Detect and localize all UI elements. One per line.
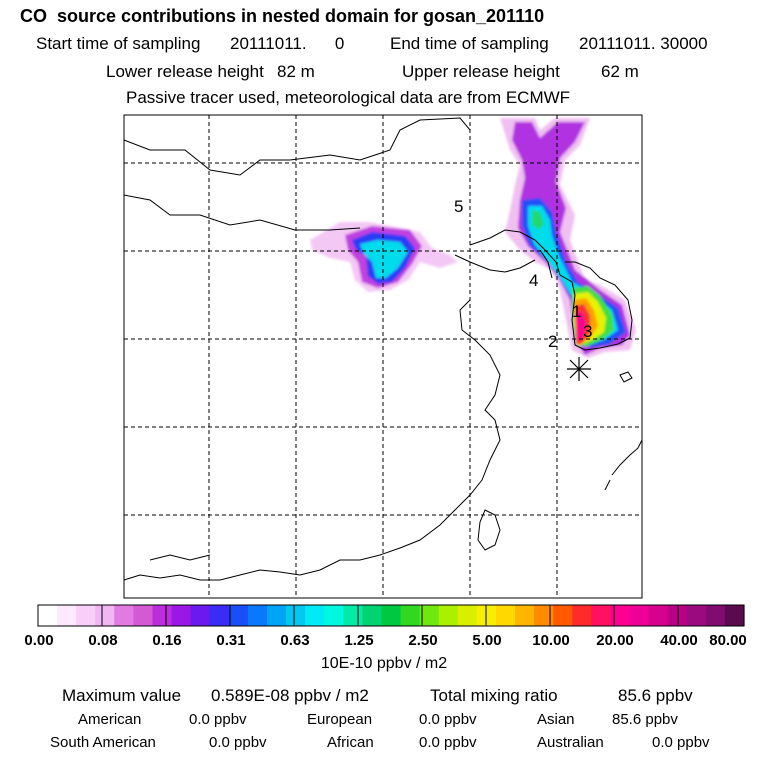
upper-height-value: 62 m [601,62,639,81]
colorbar-swatch [553,605,573,626]
map-title: CO source contributions in nested domain… [20,6,545,26]
region-value: 0.0 ppbv [419,711,477,728]
start-time-value: 20111011. 0 [230,34,345,53]
colorbar-frame [37,604,745,627]
colorbar-tick: 80.00 [709,632,747,649]
region-label-1: 1 [572,302,581,321]
colorbar-tick: 1.25 [344,632,374,649]
colorbar-swatch [362,605,383,626]
region-value: 0.0 ppbv [189,711,247,728]
region-label-4: 4 [529,271,538,290]
region-label-2: 2 [548,332,557,351]
colorbar-tick: 5.00 [472,632,502,649]
colorbar-swatch [133,605,154,626]
colorbar-swatch [419,605,440,626]
colorbar-swatch [400,605,421,626]
colorbar-swatch [266,605,287,626]
colorbar-tick: 10.00 [532,632,570,649]
colorbar-swatch [38,605,58,626]
colorbar-tick: 0.31 [216,632,246,649]
region-name: South American [50,734,156,751]
tracer-note: Passive tracer used, meteorological data… [126,88,571,107]
region-name: European [307,711,373,728]
asterisk-icon [567,357,591,381]
colorbar-swatch [381,605,402,626]
region-name: Australian [537,734,604,751]
colorbar-tick: 2.50 [408,632,438,649]
colorbar-swatch [572,605,592,626]
colorbar-swatch [171,605,192,626]
colorbar-swatch [591,605,612,626]
graticule-layer [124,115,642,598]
colorbar-swatch [534,605,554,626]
region-value: 0.0 ppbv [652,734,710,751]
colorbar-swatch [152,605,173,626]
colorbar-swatch [476,605,497,626]
lower-height-value: 82 m [277,62,315,81]
colorbar-swatch [629,605,650,626]
colorbar-swatch [286,605,306,626]
colorbar-swatch [724,605,745,626]
region-name: American [78,711,142,728]
region-name: Asian [537,711,575,728]
colorbar-swatch [114,605,134,626]
colorbar-unit: 10E-10 ppbv / m2 [320,655,448,672]
colorbar-swatch [343,605,363,626]
colorbar-swatch [209,605,230,626]
colorbar-swatch [190,605,211,626]
colorbar-tick: 0.00 [24,632,54,649]
upper-height-label: Upper release height [402,62,560,81]
total-mixing-label: Total mixing ratio [430,686,558,705]
colorbar [37,604,745,627]
colorbar-tick: 0.16 [152,632,182,649]
region-label-3: 3 [583,322,592,341]
colorbar-tick: 20.00 [596,632,634,649]
colorbar-swatch [57,605,77,626]
colorbar-swatch [76,605,96,626]
colorbar-swatch [438,605,459,626]
colorbar-swatch [324,605,344,626]
lower-height-label: Lower release height [106,62,264,81]
region-value: 85.6 ppbv [612,711,678,728]
region-value: 0.0 ppbv [209,734,267,751]
start-time-label: Start time of sampling [36,34,201,53]
colorbar-swatch [686,605,707,626]
colorbar-tick: 0.63 [280,632,310,649]
colorbar-swatch [457,605,478,626]
colorbar-swatch [247,605,268,626]
plume-layer [310,118,636,358]
max-value: 0.589E-08 ppbv / m2 [211,686,369,705]
colorbar-tick: 40.00 [660,632,698,649]
max-value-label: Maximum value [62,686,182,705]
colorbar-swatch [648,605,669,626]
colorbar-swatch [610,605,631,626]
end-time-label: End time of sampling [390,34,549,53]
coastline-layer [123,117,643,581]
end-time-value: 20111011. 30000 [579,34,708,53]
colorbar-swatch [705,605,726,626]
colorbar-swatch [228,605,249,626]
region-name: African [327,734,374,751]
region-value: 0.0 ppbv [419,734,477,751]
region-label-5: 5 [454,197,463,216]
colorbar-tick: 0.08 [88,632,118,649]
colorbar-swatch [515,605,535,626]
total-mixing-value: 85.6 ppbv [618,686,693,705]
colorbar-swatch [95,605,115,626]
colorbar-swatch [305,605,325,626]
colorbar-swatch [495,605,516,626]
